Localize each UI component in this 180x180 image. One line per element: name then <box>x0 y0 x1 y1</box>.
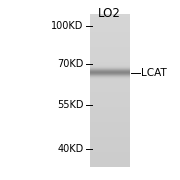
Text: LO2: LO2 <box>98 7 121 20</box>
Text: 55KD: 55KD <box>57 100 84 110</box>
Text: 100KD: 100KD <box>51 21 84 31</box>
Text: LCAT: LCAT <box>141 68 167 78</box>
Text: 70KD: 70KD <box>57 59 84 69</box>
Text: 40KD: 40KD <box>57 143 84 154</box>
